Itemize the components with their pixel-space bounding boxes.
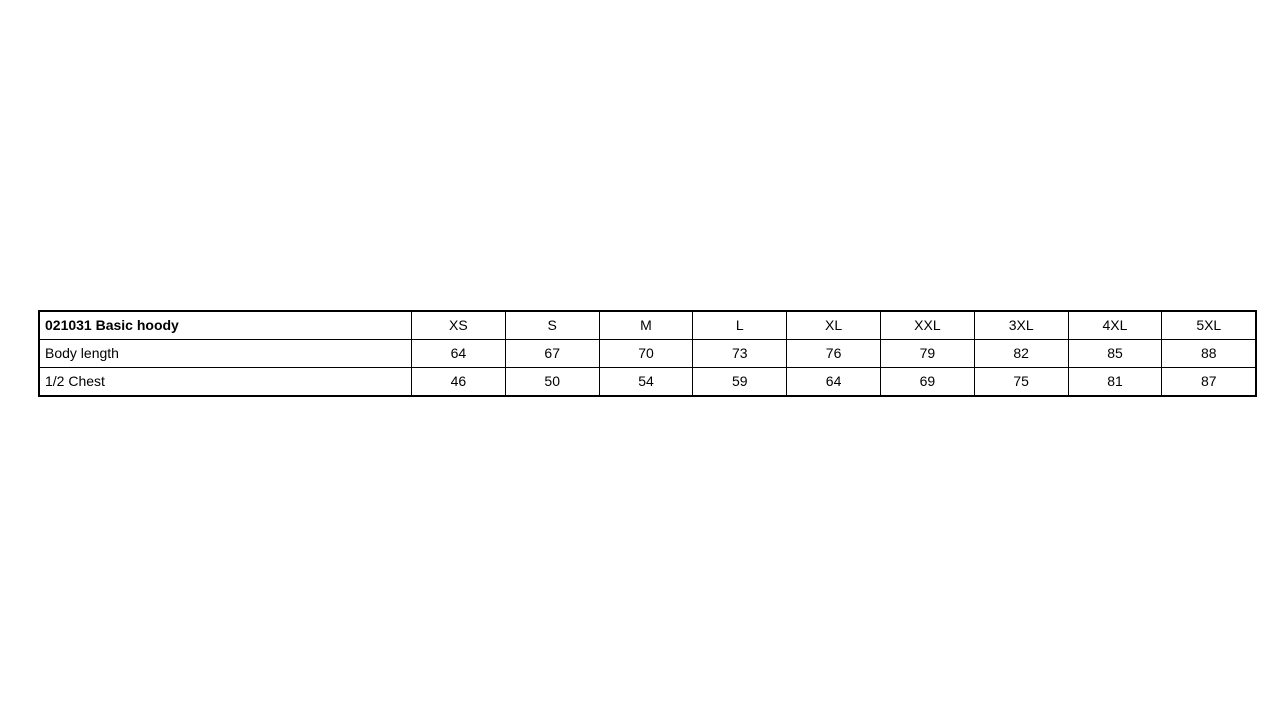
table-row: 1/2 Chest 46 50 54 59 64 69 75 81 87 [38, 367, 1258, 397]
half-chest-m: 54 [598, 367, 694, 397]
size-header-4xl: 4XL [1067, 310, 1163, 340]
size-header-3xl: 3XL [973, 310, 1069, 340]
body-length-s: 67 [504, 339, 600, 368]
size-header-xs: XS [411, 310, 506, 340]
measurement-label-body-length: Body length [38, 339, 412, 368]
body-length-3xl: 82 [973, 339, 1069, 368]
body-length-xl: 76 [786, 339, 881, 368]
body-length-xxl: 79 [879, 339, 975, 368]
half-chest-3xl: 75 [973, 367, 1069, 397]
size-chart-container: 021031 Basic hoody XS S M L XL XXL 3XL 4… [38, 310, 1258, 397]
half-chest-s: 50 [504, 367, 600, 397]
table-header-row: 021031 Basic hoody XS S M L XL XXL 3XL 4… [38, 310, 1258, 340]
half-chest-xxl: 69 [879, 367, 975, 397]
half-chest-xl: 64 [786, 367, 881, 397]
measurement-label-half-chest: 1/2 Chest [38, 367, 412, 397]
half-chest-xs: 46 [411, 367, 506, 397]
size-header-xxl: XXL [879, 310, 975, 340]
size-header-xl: XL [786, 310, 881, 340]
size-chart-body: 021031 Basic hoody XS S M L XL XXL 3XL 4… [38, 310, 1258, 397]
body-length-xs: 64 [411, 339, 506, 368]
half-chest-5xl: 87 [1161, 367, 1258, 397]
half-chest-4xl: 81 [1067, 367, 1163, 397]
half-chest-l: 59 [692, 367, 788, 397]
body-length-4xl: 85 [1067, 339, 1163, 368]
size-header-l: L [692, 310, 788, 340]
product-title-cell: 021031 Basic hoody [38, 310, 412, 340]
size-header-5xl: 5XL [1161, 310, 1258, 340]
body-length-5xl: 88 [1161, 339, 1258, 368]
size-header-s: S [504, 310, 600, 340]
body-length-l: 73 [692, 339, 788, 368]
table-row: Body length 64 67 70 73 76 79 82 85 88 [38, 339, 1258, 368]
body-length-m: 70 [598, 339, 694, 368]
size-header-m: M [598, 310, 694, 340]
size-chart-table: 021031 Basic hoody XS S M L XL XXL 3XL 4… [38, 310, 1258, 397]
